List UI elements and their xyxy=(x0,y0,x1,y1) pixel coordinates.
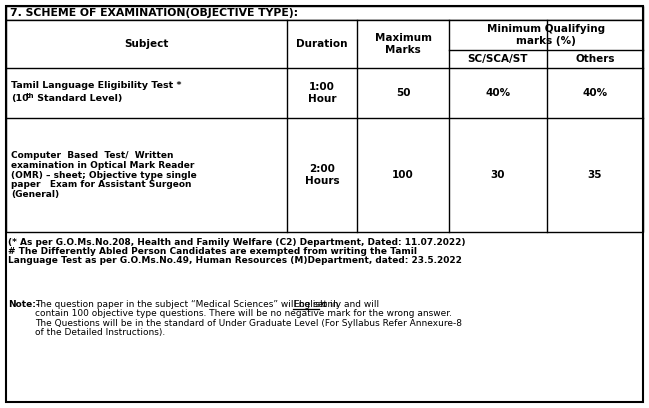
Text: Computer  Based  Test/  Written: Computer Based Test/ Written xyxy=(11,151,173,160)
Text: (General): (General) xyxy=(11,189,59,199)
Text: 7. SCHEME OF EXAMINATION(OBJECTIVE TYPE):: 7. SCHEME OF EXAMINATION(OBJECTIVE TYPE)… xyxy=(10,8,298,18)
Text: Maximum
Marks: Maximum Marks xyxy=(374,33,432,55)
Text: contain 100 objective type questions. There will be no negative mark for the wro: contain 100 objective type questions. Th… xyxy=(35,310,452,319)
Text: Subject: Subject xyxy=(125,39,169,49)
Text: # The Differently Abled Person Candidates are exempted from writing the Tamil: # The Differently Abled Person Candidate… xyxy=(8,247,417,256)
Text: th: th xyxy=(26,93,34,98)
Text: of the Detailed Instructions).: of the Detailed Instructions). xyxy=(35,328,165,337)
Text: Language Test as per G.O.Ms.No.49, Human Resources (M)Department, dated: 23.5.20: Language Test as per G.O.Ms.No.49, Human… xyxy=(8,256,462,265)
Text: 35: 35 xyxy=(588,170,602,180)
Text: Tamil Language Eligibility Test *: Tamil Language Eligibility Test * xyxy=(11,82,182,91)
Text: examination in Optical Mark Reader: examination in Optical Mark Reader xyxy=(11,161,194,170)
Text: (10: (10 xyxy=(11,95,29,104)
Text: SC/SCA/ST: SC/SCA/ST xyxy=(468,54,528,64)
Text: 1:00
Hour: 1:00 Hour xyxy=(308,82,336,104)
Text: (OMR) – sheet; Objective type single: (OMR) – sheet; Objective type single xyxy=(11,171,197,180)
Text: paper   Exam for Assistant Surgeon: paper Exam for Assistant Surgeon xyxy=(11,180,191,189)
Text: Others: Others xyxy=(575,54,615,64)
Text: (* As per G.O.Ms.No.208, Health and Family Welfare (C2) Department, Dated: 11.07: (* As per G.O.Ms.No.208, Health and Fami… xyxy=(8,238,465,247)
Bar xyxy=(6,6,643,20)
Text: Note:-: Note:- xyxy=(8,300,40,309)
Text: 40%: 40% xyxy=(582,88,607,98)
Text: 50: 50 xyxy=(396,88,410,98)
Text: The Questions will be in the standard of Under Graduate Level (For Syllabus Refe: The Questions will be in the standard of… xyxy=(35,319,462,328)
Text: 40%: 40% xyxy=(485,88,511,98)
Text: English: English xyxy=(293,300,326,309)
Text: 30: 30 xyxy=(491,170,506,180)
Text: only and will: only and will xyxy=(319,300,379,309)
Text: Duration: Duration xyxy=(296,39,348,49)
Text: 100: 100 xyxy=(392,170,414,180)
Text: Standard Level): Standard Level) xyxy=(34,95,123,104)
Bar xyxy=(6,20,643,232)
Text: 2:00
Hours: 2:00 Hours xyxy=(304,164,339,186)
Text: Minimum Qualifying
marks (%): Minimum Qualifying marks (%) xyxy=(487,24,605,46)
Text: The question paper in the subject “Medical Sciences” will be set in: The question paper in the subject “Medic… xyxy=(35,300,341,309)
